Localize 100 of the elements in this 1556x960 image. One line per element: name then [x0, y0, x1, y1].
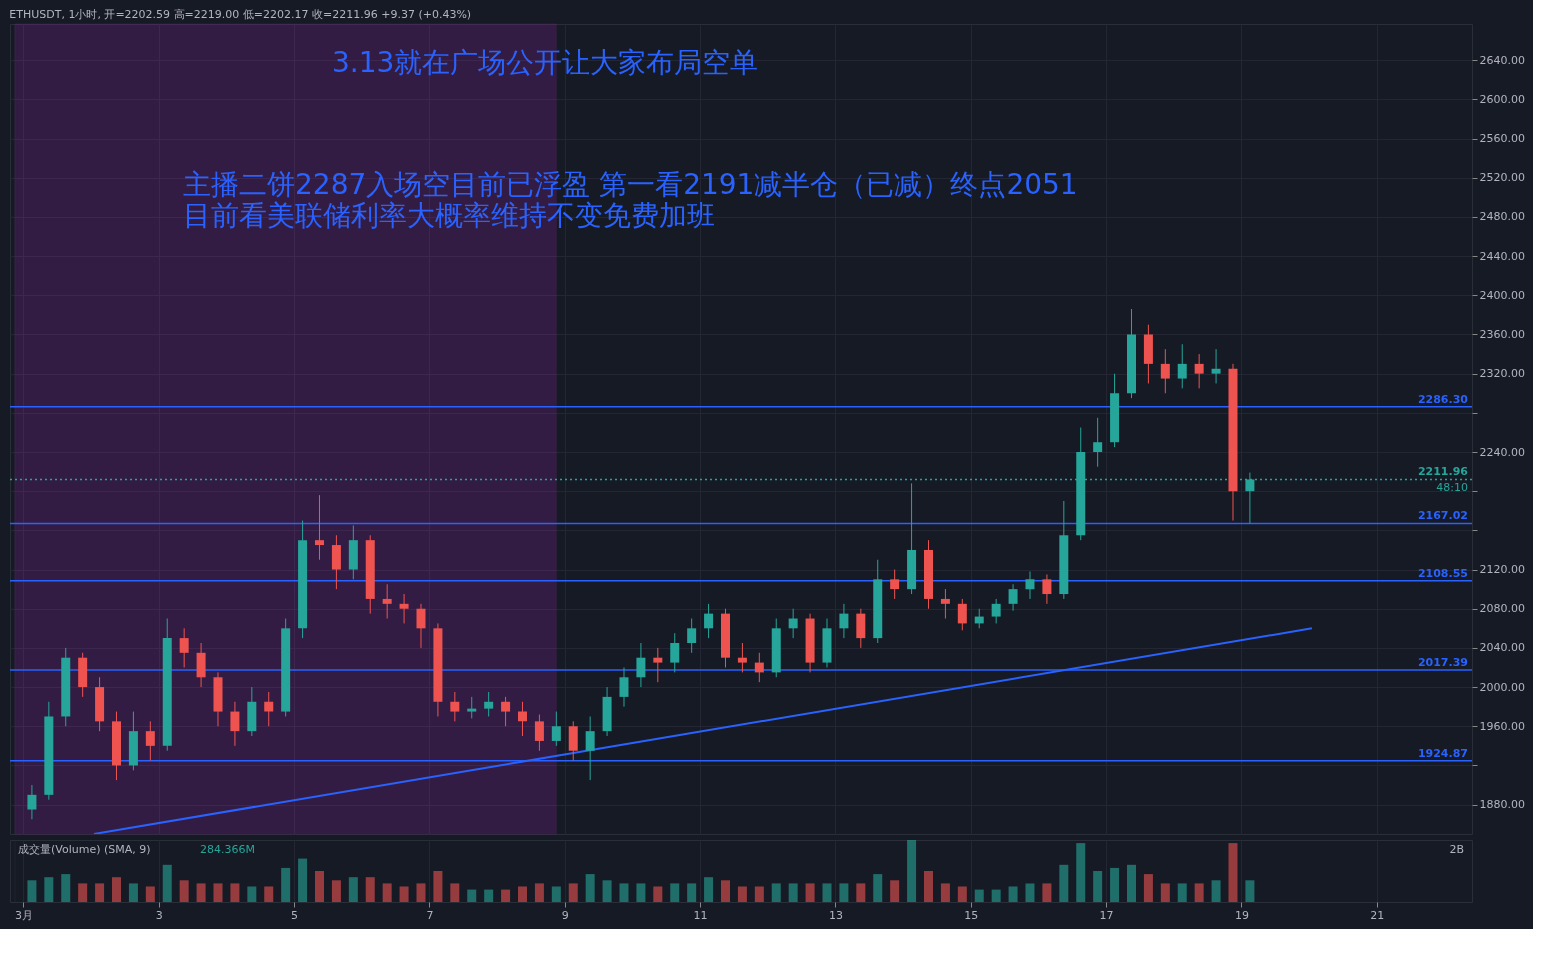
bar: [619, 883, 629, 902]
bar: [1177, 883, 1187, 902]
ref-line-label: 2211.96: [1417, 465, 1469, 479]
bar: [1160, 883, 1170, 902]
y-tick-label: 2040.00: [1479, 641, 1525, 655]
bar: [788, 883, 798, 902]
bar: [44, 877, 54, 902]
bar: [61, 874, 71, 902]
candlestick: [1194, 353, 1204, 389]
candlestick: [315, 494, 324, 561]
candlestick: [264, 691, 274, 727]
bar: [484, 889, 494, 902]
bar: [551, 886, 561, 902]
y-tick-label: 2400.00: [1479, 288, 1525, 302]
candlestick: [890, 569, 900, 600]
bar: [501, 889, 511, 902]
bar: [568, 883, 578, 902]
bar: [1143, 874, 1153, 902]
candlestick: [1008, 583, 1018, 612]
bar: [534, 883, 544, 902]
ref-line-label: 2167.02: [1417, 509, 1468, 523]
bar: [907, 840, 917, 902]
bar: [112, 877, 121, 902]
x-tick-label: 3月: [14, 908, 33, 922]
bar: [213, 883, 223, 902]
candlestick: [940, 588, 950, 620]
x-tick-label: 9: [561, 908, 569, 922]
ref-line-label: 2017.39: [1417, 656, 1468, 670]
bar: [1008, 886, 1018, 902]
bar: [179, 880, 189, 902]
bar: [1076, 843, 1086, 902]
bar: [382, 883, 392, 902]
bar: [518, 886, 527, 902]
x-tick-label: 19: [1234, 908, 1249, 922]
candlestick: [754, 652, 764, 683]
bar: [1025, 883, 1035, 902]
candlestick: [957, 598, 967, 631]
y-tick-label: 1960.00: [1479, 719, 1525, 733]
bar: [196, 883, 206, 902]
bar: [298, 858, 308, 902]
y-tick-label: 2640.00: [1479, 53, 1525, 67]
bar: [991, 889, 1001, 902]
candlestick: [534, 714, 544, 752]
bar: [1228, 843, 1238, 902]
candlestick: [1177, 343, 1187, 389]
bar: [281, 867, 291, 902]
bar: [754, 886, 764, 902]
candlestick: [1160, 348, 1170, 394]
candlestick: [1025, 571, 1035, 600]
bar: [78, 883, 88, 902]
bar: [737, 886, 747, 902]
candlestick: [399, 593, 409, 624]
chart-title: ETHUSDT, 1小时, 开=2202.59 高=2219.00 低=2202.17 收=2211.96 +9.37 (+0.43%): [9, 7, 472, 21]
bar: [331, 880, 341, 902]
bar: [687, 883, 697, 902]
y-tick-label: 2440.00: [1479, 249, 1525, 263]
y-tick-label: 2560.00: [1479, 132, 1525, 146]
candlestick: [1211, 348, 1221, 384]
bar: [264, 886, 274, 902]
y-tick-label: 2360.00: [1479, 327, 1525, 341]
bar: [839, 883, 849, 902]
y-tick-label: 2120.00: [1479, 563, 1525, 577]
annotation: 2B: [1449, 843, 1464, 856]
bar: [315, 871, 324, 902]
y-tick-label: 1880.00: [1479, 798, 1525, 812]
bar: [636, 883, 646, 902]
x-tick-label: 3: [155, 908, 163, 922]
candlestick: [145, 720, 155, 762]
candlestick: [27, 784, 37, 820]
x-tick-label: 7: [426, 908, 434, 922]
candlestick: [704, 603, 714, 639]
candlestick: [518, 701, 527, 737]
bar: [399, 886, 409, 902]
bar: [1126, 864, 1136, 902]
bar: [1110, 867, 1120, 902]
candlestick: [382, 583, 392, 620]
candlestick: [619, 666, 629, 708]
candlestick: [1093, 417, 1103, 468]
bar: [416, 883, 426, 902]
x-tick-label: 5: [291, 908, 299, 922]
ref-line-label: 1924.87: [1417, 746, 1468, 760]
bar: [450, 883, 460, 902]
candlestick: [450, 691, 460, 722]
bar: [957, 886, 967, 902]
bar: [585, 874, 595, 902]
y-tick-label: 2520.00: [1479, 171, 1525, 185]
bar: [1059, 864, 1069, 902]
chart-title: 成交量(Volume) (SMA, 9): [18, 843, 151, 856]
y-tick-label: 2320.00: [1479, 367, 1525, 381]
bar: [805, 883, 815, 902]
bar: [856, 883, 866, 902]
bar: [247, 886, 257, 902]
x-tick-label: 15: [964, 908, 979, 922]
bar: [873, 874, 883, 902]
bar: [433, 871, 443, 902]
candlestick: [636, 642, 646, 688]
bar: [720, 880, 730, 902]
x-tick-label: 21: [1370, 908, 1385, 922]
y-tick-label: 2080.00: [1479, 602, 1525, 616]
bar: [1194, 883, 1204, 902]
